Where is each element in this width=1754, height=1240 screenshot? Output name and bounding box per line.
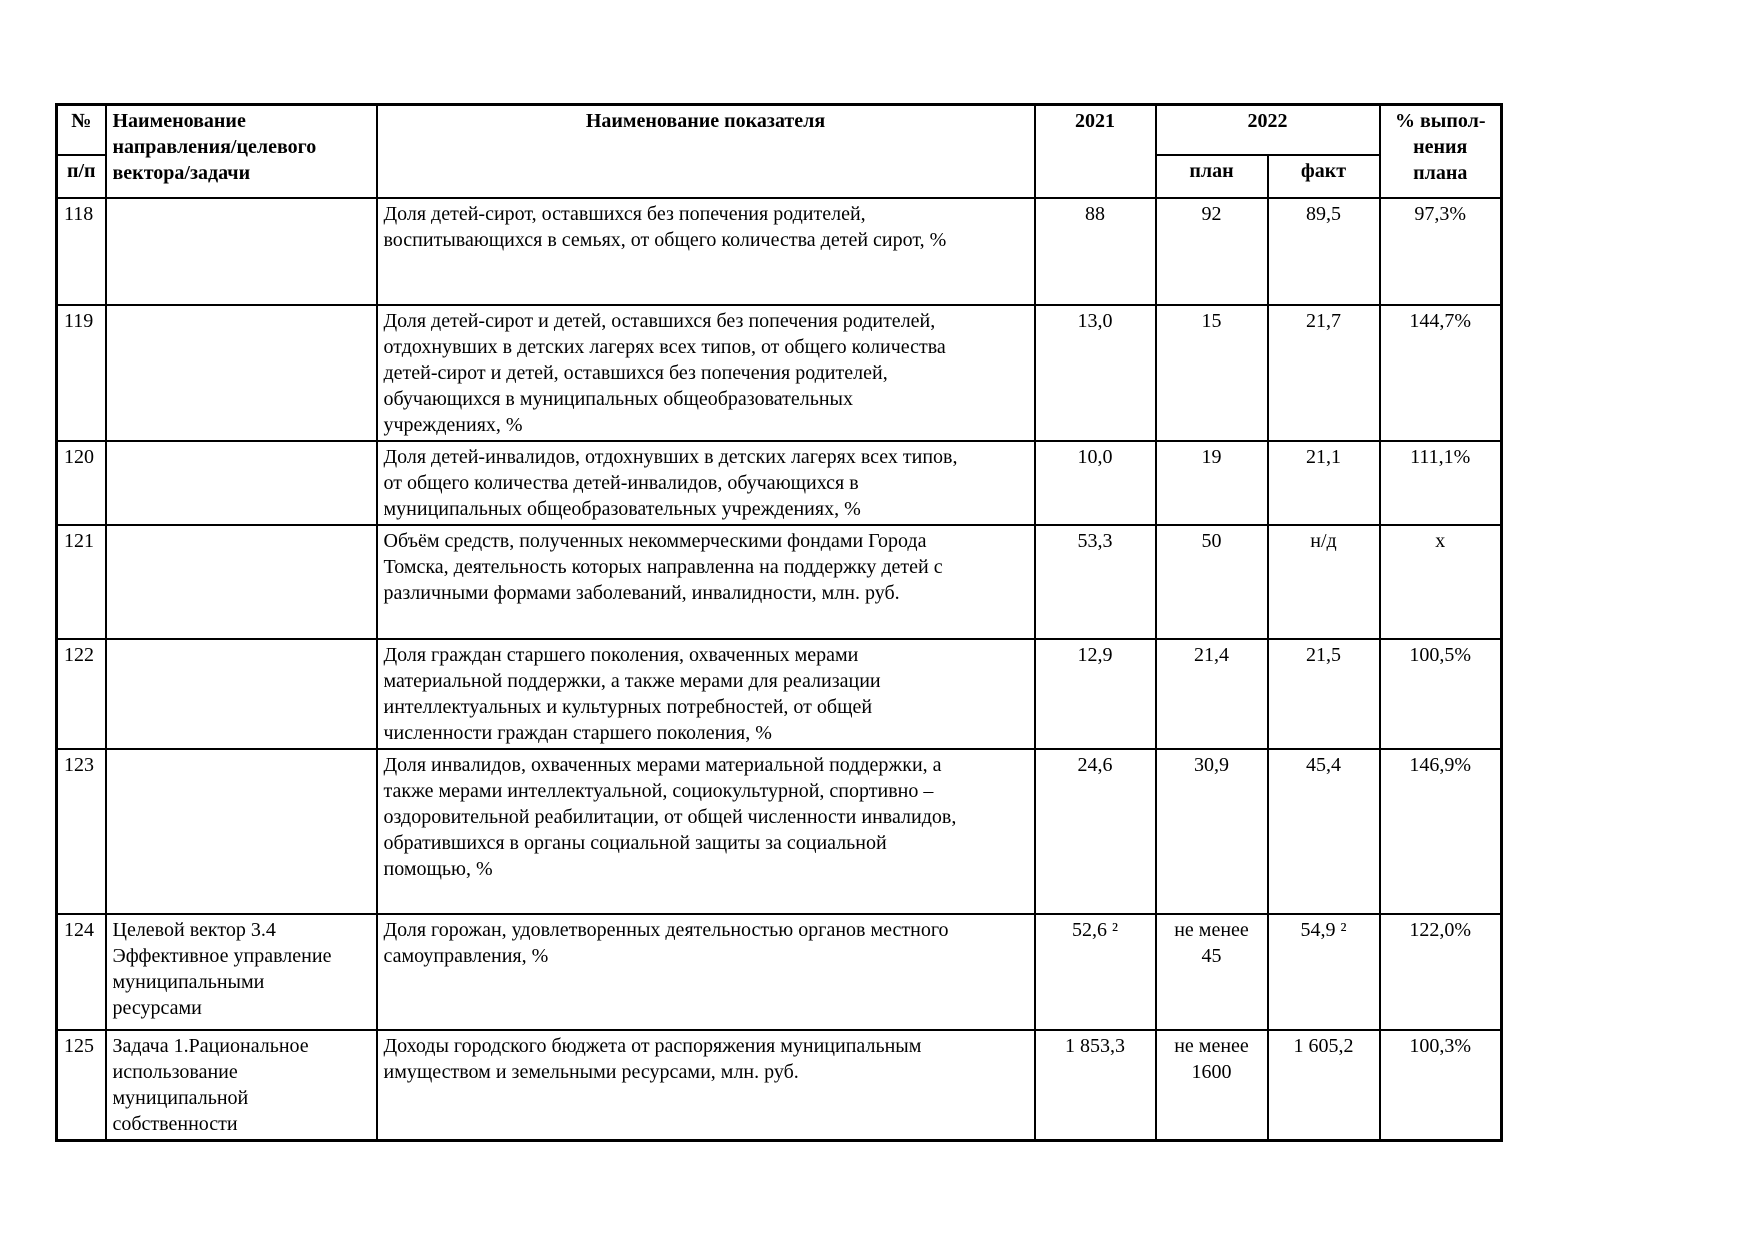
direction-cell xyxy=(104,303,378,442)
value-percent-cell: 97,3% xyxy=(1378,196,1503,306)
header-year-2021: 2021 xyxy=(1033,103,1157,199)
direction-cell xyxy=(104,523,378,640)
value-2022-fact-cell: 21,1 xyxy=(1266,439,1381,526)
row-number-cell: 123 xyxy=(55,747,107,915)
indicator-cell: Доля граждан старшего поколения, охвачен… xyxy=(375,637,1036,750)
header-indicator: Наименование показателя xyxy=(375,103,1036,199)
value-percent-cell: 111,1% xyxy=(1378,439,1503,526)
value-2022-fact-cell: н/д xyxy=(1266,523,1381,640)
value-2021-cell: 88 xyxy=(1033,196,1157,306)
indicator-cell: Доля инвалидов, охваченных мерами матери… xyxy=(375,747,1036,915)
value-2021-cell: 13,0 xyxy=(1033,303,1157,442)
row-number-cell: 125 xyxy=(55,1028,107,1141)
value-2022-fact-cell: 21,7 xyxy=(1266,303,1381,442)
indicator-cell: Доходы городского бюджета от распоряжени… xyxy=(375,1028,1036,1141)
value-2021-cell: 24,6 xyxy=(1033,747,1157,915)
value-2022-fact-cell: 1 605,2 xyxy=(1266,1028,1381,1141)
table-row: 119 Доля детей-сирот и детей, оставшихся… xyxy=(55,303,1503,442)
indicator-cell: Доля детей-сирот, оставшихся без попечен… xyxy=(375,196,1036,306)
value-percent-cell: 146,9% xyxy=(1378,747,1503,915)
header-row-bottom: п/п план факт xyxy=(55,153,1502,199)
table-row: 122 Доля граждан старшего поколения, охв… xyxy=(55,637,1503,750)
value-2022-plan-cell: 30,9 xyxy=(1154,747,1269,915)
value-2022-plan-cell: не менее 45 xyxy=(1154,912,1269,1031)
row-number-cell: 121 xyxy=(55,523,107,640)
value-2022-plan-cell: 92 xyxy=(1154,196,1269,306)
table-row: 118 Доля детей-сирот, оставшихся без поп… xyxy=(55,196,1503,306)
header-npp: п/п xyxy=(55,153,107,199)
row-number-cell: 118 xyxy=(55,196,107,306)
table-row: 123 Доля инвалидов, охваченных мерами ма… xyxy=(55,747,1503,915)
value-2021-cell: 1 853,3 xyxy=(1033,1028,1157,1141)
indicator-cell: Доля детей-инвалидов, отдохнувших в детс… xyxy=(375,439,1036,526)
report-table: № Наименование направления/целевого вект… xyxy=(55,103,1503,1142)
value-percent-cell: х xyxy=(1378,523,1503,640)
row-number-cell: 122 xyxy=(55,637,107,750)
direction-cell xyxy=(104,747,378,915)
row-number-cell: 124 xyxy=(55,912,107,1031)
value-2022-plan-cell: не менее 1600 xyxy=(1154,1028,1269,1141)
value-2022-fact-cell: 54,9 ² xyxy=(1266,912,1381,1031)
direction-cell xyxy=(104,196,378,306)
indicator-cell: Доля горожан, удовлетворенных деятельнос… xyxy=(375,912,1036,1031)
value-2022-fact-cell: 21,5 xyxy=(1266,637,1381,750)
value-percent-cell: 100,5% xyxy=(1378,637,1503,750)
indicator-cell: Объём средств, полученных некоммерческим… xyxy=(375,523,1036,640)
table-row: 124 Целевой вектор 3.4 Эффективное управ… xyxy=(55,912,1503,1031)
direction-cell xyxy=(104,439,378,526)
header-year-2022: 2022 xyxy=(1154,103,1381,156)
value-2022-plan-cell: 15 xyxy=(1154,303,1269,442)
header-fact: факт xyxy=(1266,153,1381,199)
value-2022-fact-cell: 89,5 xyxy=(1266,196,1381,306)
header-plan: план xyxy=(1154,153,1269,199)
table-row: 121 Объём средств, полученных некоммерче… xyxy=(55,523,1503,640)
value-2021-cell: 12,9 xyxy=(1033,637,1157,750)
header-no: № xyxy=(55,103,107,156)
direction-cell: Целевой вектор 3.4 Эффективное управлени… xyxy=(104,912,378,1031)
row-number-cell: 119 xyxy=(55,303,107,442)
value-2022-plan-cell: 19 xyxy=(1154,439,1269,526)
header-row-top: № Наименование направления/целевого вект… xyxy=(55,103,1503,199)
value-2021-cell: 53,3 xyxy=(1033,523,1157,640)
header-percent-plan: % выпол- нения плана xyxy=(1378,103,1503,199)
table-row: 120 Доля детей-инвалидов, отдохнувших в … xyxy=(55,439,1503,526)
table-row: 125 Задача 1.Рациональное использование … xyxy=(55,1028,1503,1141)
value-2022-fact-cell: 45,4 xyxy=(1266,747,1381,915)
row-number-cell: 120 xyxy=(55,439,107,526)
direction-cell: Задача 1.Рациональное использование муни… xyxy=(104,1028,378,1141)
value-percent-cell: 144,7% xyxy=(1378,303,1503,442)
value-2021-cell: 52,6 ² xyxy=(1033,912,1157,1031)
header-direction: Наименование направления/целевого вектор… xyxy=(104,103,378,199)
value-2022-plan-cell: 21,4 xyxy=(1154,637,1269,750)
direction-cell xyxy=(104,637,378,750)
value-2022-plan-cell: 50 xyxy=(1154,523,1269,640)
value-percent-cell: 100,3% xyxy=(1378,1028,1503,1141)
indicator-cell: Доля детей-сирот и детей, оставшихся без… xyxy=(375,303,1036,442)
value-2021-cell: 10,0 xyxy=(1033,439,1157,526)
value-percent-cell: 122,0% xyxy=(1378,912,1503,1031)
